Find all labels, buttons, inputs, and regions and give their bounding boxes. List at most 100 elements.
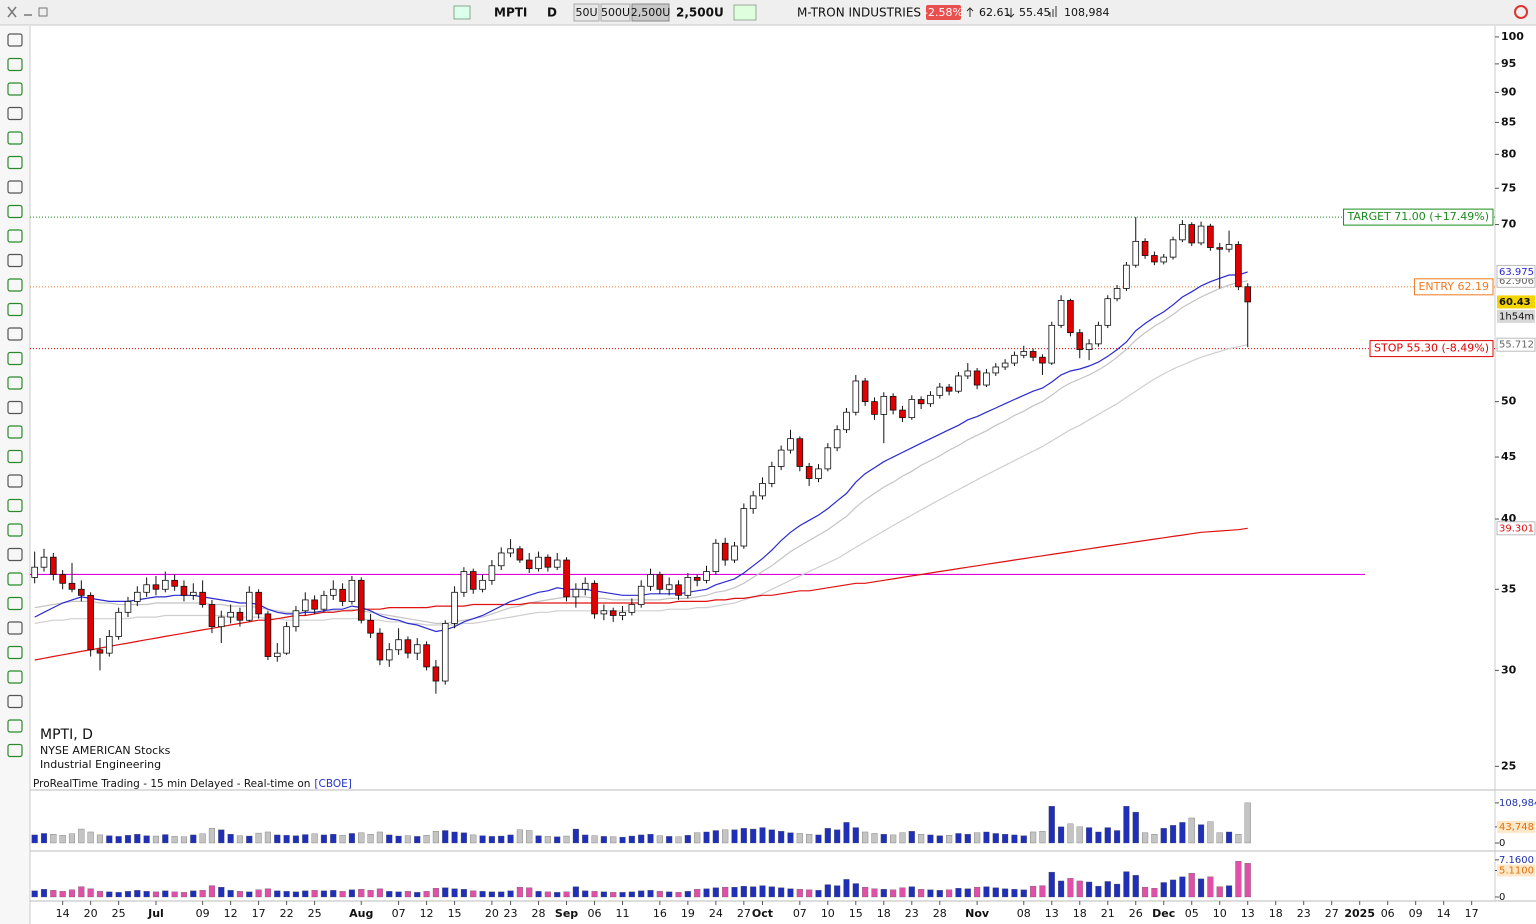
feed-source[interactable]: [CBOE] bbox=[314, 778, 351, 790]
money-bar bbox=[1160, 882, 1167, 898]
volume-bar bbox=[460, 832, 467, 844]
volume-bar bbox=[1160, 828, 1167, 844]
tool-icon[interactable] bbox=[7, 449, 23, 464]
candle-body bbox=[516, 548, 524, 561]
volume-bar bbox=[516, 829, 523, 844]
quantity[interactable]: 2,500U bbox=[676, 6, 724, 20]
candle-body bbox=[1132, 240, 1140, 266]
money-bar bbox=[1244, 863, 1251, 898]
tool-icon[interactable] bbox=[7, 498, 23, 513]
volume-bar bbox=[395, 835, 402, 844]
tool-icon[interactable] bbox=[7, 400, 23, 415]
tool-icon[interactable] bbox=[7, 670, 23, 684]
candle-body bbox=[871, 401, 878, 415]
candle-body bbox=[1039, 356, 1046, 364]
tool-icon[interactable] bbox=[7, 376, 23, 390]
refresh-icon[interactable] bbox=[1514, 5, 1528, 19]
volume-bar bbox=[1114, 830, 1121, 844]
candle-body bbox=[78, 588, 85, 596]
candle-body bbox=[50, 556, 57, 575]
volume-bar bbox=[992, 833, 999, 844]
tool-icon[interactable] bbox=[7, 547, 23, 562]
y-tick-label: 80 bbox=[1501, 147, 1517, 160]
money-bar bbox=[880, 889, 887, 898]
x-tick-label: 16 bbox=[653, 907, 667, 920]
tool-icon[interactable] bbox=[7, 155, 23, 170]
candle-body bbox=[721, 542, 729, 561]
money-bar bbox=[1151, 888, 1158, 898]
tool-icon[interactable] bbox=[7, 278, 23, 292]
candle-body bbox=[1029, 351, 1037, 358]
tool-icon[interactable] bbox=[7, 106, 23, 121]
tool-icon[interactable] bbox=[7, 82, 23, 96]
money-bar bbox=[218, 886, 225, 898]
high-icon bbox=[966, 7, 974, 17]
candle-body bbox=[1076, 332, 1084, 350]
money-bar bbox=[591, 891, 598, 898]
candle-body bbox=[385, 649, 393, 661]
volume-bar bbox=[1151, 834, 1158, 844]
money-bar bbox=[311, 890, 318, 898]
volume-bar bbox=[880, 834, 887, 844]
money-bar bbox=[190, 890, 197, 898]
money-bar bbox=[834, 885, 841, 898]
candle-body bbox=[1207, 225, 1214, 249]
tool-icon[interactable] bbox=[7, 523, 23, 537]
tool-icon[interactable] bbox=[7, 204, 23, 219]
unit-button[interactable] bbox=[600, 3, 631, 22]
money-bar bbox=[498, 891, 505, 898]
level-label: ENTRY 62.19 bbox=[1418, 280, 1489, 293]
tool-icon[interactable] bbox=[7, 57, 23, 72]
tool-icon[interactable] bbox=[7, 645, 23, 660]
money-bar bbox=[1048, 871, 1055, 898]
tool-icon[interactable] bbox=[7, 253, 23, 268]
tool-icon[interactable] bbox=[7, 229, 23, 243]
candle-body bbox=[441, 623, 449, 682]
volume-bar bbox=[199, 833, 206, 844]
instrument-title: MPTI, D bbox=[40, 727, 93, 743]
money-bar bbox=[1198, 878, 1205, 898]
unit-button[interactable] bbox=[631, 3, 670, 22]
money-bar bbox=[600, 891, 607, 898]
tool-icon[interactable] bbox=[7, 425, 23, 439]
volume-bar bbox=[124, 835, 132, 844]
indicator-button[interactable] bbox=[733, 4, 757, 21]
tool-icon[interactable] bbox=[7, 302, 23, 317]
symbol[interactable]: MPTI bbox=[494, 6, 527, 20]
candle-body bbox=[824, 447, 832, 470]
volume-bar bbox=[423, 835, 430, 844]
tool-icon[interactable] bbox=[7, 572, 23, 586]
tool-icon[interactable] bbox=[7, 180, 23, 194]
volume-bar bbox=[1142, 832, 1149, 844]
candle-body bbox=[628, 604, 636, 613]
candle-body bbox=[376, 632, 384, 661]
candle-body bbox=[143, 584, 150, 593]
money-bar bbox=[460, 889, 467, 898]
volume-bar bbox=[656, 835, 663, 844]
money-bar bbox=[1011, 889, 1018, 898]
restore-button[interactable] bbox=[38, 7, 48, 17]
unit-button[interactable] bbox=[573, 3, 600, 22]
close-button[interactable] bbox=[7, 6, 17, 18]
x-tick-label: 25 bbox=[112, 907, 126, 920]
money-bar bbox=[1114, 883, 1121, 898]
tool-icon[interactable] bbox=[7, 694, 23, 709]
last-price-tag bbox=[1497, 295, 1535, 309]
tool-icon[interactable] bbox=[7, 351, 23, 366]
tool-icon[interactable] bbox=[7, 474, 23, 488]
timeframe[interactable]: D bbox=[547, 6, 557, 20]
x-tick-label: 18 bbox=[877, 907, 891, 920]
tool-icon[interactable] bbox=[7, 719, 23, 733]
money-bar bbox=[526, 887, 533, 898]
tool-icon[interactable] bbox=[7, 327, 23, 341]
tool-icon[interactable] bbox=[7, 743, 23, 758]
tool-icon[interactable] bbox=[7, 621, 23, 635]
tool-icon[interactable] bbox=[7, 33, 23, 47]
x-tick-label: 23 bbox=[905, 907, 919, 920]
tool-icon[interactable] bbox=[7, 596, 23, 611]
chart-type-button[interactable] bbox=[453, 5, 471, 20]
money-bar bbox=[722, 886, 729, 898]
candle-body bbox=[227, 611, 234, 618]
money-bar bbox=[554, 892, 561, 898]
tool-icon[interactable] bbox=[7, 131, 23, 145]
